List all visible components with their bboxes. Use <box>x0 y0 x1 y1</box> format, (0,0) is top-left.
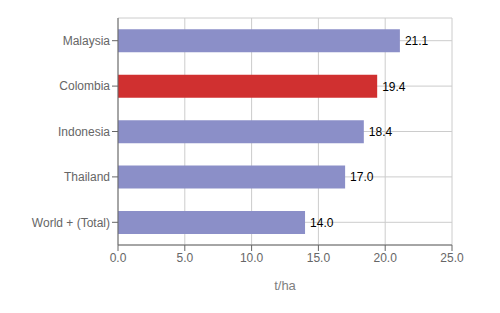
svg-text:17.0: 17.0 <box>350 170 374 184</box>
svg-text:Colombia: Colombia <box>59 79 110 93</box>
svg-text:18.4: 18.4 <box>369 125 393 139</box>
svg-text:Malaysia: Malaysia <box>63 34 111 48</box>
svg-text:Thailand: Thailand <box>64 170 110 184</box>
svg-text:25.0: 25.0 <box>440 251 464 265</box>
svg-text:t/ha: t/ha <box>274 278 296 293</box>
svg-text:14.0: 14.0 <box>310 216 334 230</box>
svg-text:20.0: 20.0 <box>374 251 398 265</box>
svg-text:10.0: 10.0 <box>240 251 264 265</box>
svg-text:0.0: 0.0 <box>110 251 127 265</box>
svg-text:21.1: 21.1 <box>405 34 429 48</box>
svg-text:5.0: 5.0 <box>176 251 193 265</box>
svg-text:World + (Total): World + (Total) <box>32 216 110 230</box>
svg-text:15.0: 15.0 <box>307 251 331 265</box>
svg-text:Indonesia: Indonesia <box>58 125 110 139</box>
svg-text:19.4: 19.4 <box>382 80 406 94</box>
